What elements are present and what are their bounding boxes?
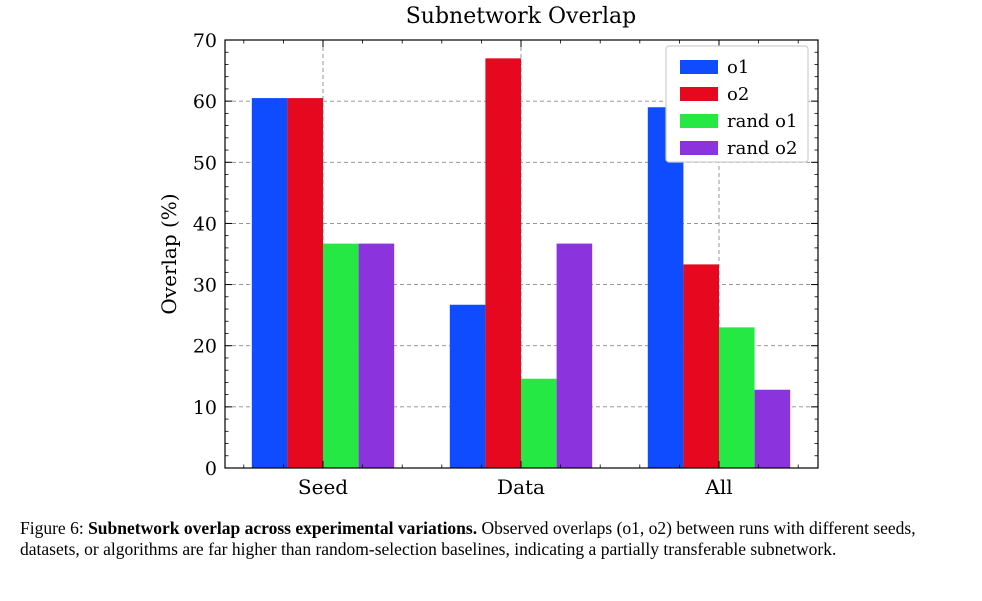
y-tick-label-3: 30 bbox=[193, 275, 217, 297]
y-tick-label-0: 0 bbox=[205, 458, 217, 480]
bars bbox=[251, 58, 791, 468]
y-tick-label-1: 10 bbox=[193, 397, 217, 419]
legend-label-rand-o1: rand o1 bbox=[727, 111, 797, 132]
y-tick-label-6: 60 bbox=[193, 91, 217, 113]
caption-text: Observed overlaps (o1, o2) between runs … bbox=[20, 518, 916, 559]
bar-o2-seed bbox=[287, 98, 323, 468]
chart-figure: Subnetwork Overlap Overlap (%) 0 10 20 30 40… bbox=[157, 4, 819, 499]
legend-swatch-o1 bbox=[680, 60, 718, 74]
legend-label-o2: o2 bbox=[727, 84, 749, 105]
bar-rand-o2-seed bbox=[358, 243, 395, 468]
y-tick-label-4: 40 bbox=[193, 213, 217, 235]
legend: o1 o2 rand o1 rand o2 bbox=[665, 45, 809, 163]
bar-rand-o2-all bbox=[754, 389, 791, 468]
bar-rand-o1-data bbox=[521, 378, 557, 468]
legend-label-rand-o2: rand o2 bbox=[727, 138, 797, 159]
legend-swatch-rand-o2 bbox=[680, 141, 718, 155]
bar-chart: Subnetwork Overlap Overlap (%) 0 10 20 30 40… bbox=[157, 4, 819, 499]
x-tick-label-data: Data bbox=[497, 475, 545, 499]
y-axis-label: Overlap (%) bbox=[157, 193, 181, 314]
bar-rand-o1-all bbox=[719, 327, 755, 468]
y-tick-label-2: 20 bbox=[193, 336, 217, 358]
legend-swatch-o2 bbox=[680, 87, 718, 101]
bar-o1-all bbox=[647, 107, 684, 468]
x-tick-label-all: All bbox=[704, 475, 732, 499]
caption-bold: Subnetwork overlap across experimental v… bbox=[88, 518, 478, 538]
legend-box bbox=[665, 45, 809, 163]
y-tick-label-7: 70 bbox=[193, 30, 217, 52]
bar-o1-data bbox=[449, 304, 486, 468]
caption-prefix: Figure 6: bbox=[20, 518, 89, 538]
bar-rand-o2-data bbox=[556, 243, 593, 468]
axes: 0 10 20 30 40 50 60 70 Seed Data All bbox=[193, 30, 819, 499]
bar-o1-seed bbox=[251, 98, 288, 468]
figure-caption: Figure 6: Subnetwork overlap across expe… bbox=[20, 518, 960, 560]
bar-o2-data bbox=[485, 58, 521, 468]
bar-o2-all bbox=[683, 264, 719, 468]
bar-rand-o1-seed bbox=[323, 243, 359, 468]
y-tick-label-5: 50 bbox=[193, 152, 217, 174]
legend-label-o1: o1 bbox=[727, 57, 749, 78]
x-tick-label-seed: Seed bbox=[298, 475, 348, 499]
legend-swatch-rand-o1 bbox=[680, 114, 718, 128]
chart-title: Subnetwork Overlap bbox=[406, 4, 637, 29]
